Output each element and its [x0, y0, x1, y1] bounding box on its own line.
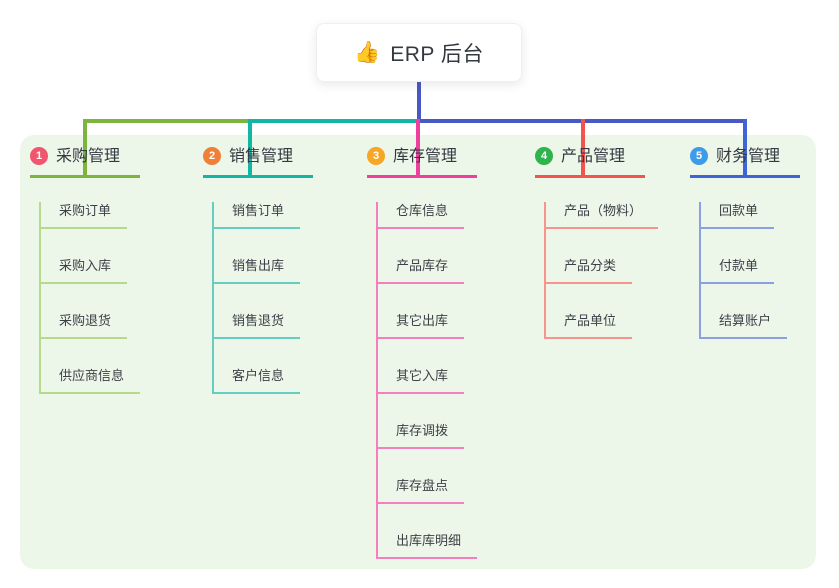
- branch-column-1: 1 采购管理 采购订单 采购入库 采购退货 供应商信息: [30, 146, 141, 394]
- branch-column-4: 4 产品管理 产品（物料） 产品分类 产品单位: [535, 146, 659, 339]
- branch-column-2: 2 销售管理 销售订单 销售出库 销售退货 客户信息: [203, 146, 314, 394]
- branch-children: 仓库信息 产品库存 其它出库 其它入库 库存调拨 库存盘点 出库库明细: [376, 201, 478, 559]
- branch-label: 财务管理: [716, 147, 781, 165]
- child-node[interactable]: 产品（物料）: [546, 202, 659, 229]
- root-title: ERP 后台: [390, 42, 484, 66]
- branch-number-badge: 1: [30, 147, 48, 165]
- thumbs-up-icon: 👍: [354, 41, 381, 64]
- branch-drop-line-2: [248, 119, 252, 176]
- branch-number-badge: 2: [203, 147, 221, 165]
- branch-node[interactable]: 2 销售管理: [203, 147, 314, 178]
- branch-node[interactable]: 1 采购管理: [30, 147, 141, 178]
- child-node[interactable]: 采购订单: [41, 202, 128, 229]
- trunk-segment-left: [83, 119, 252, 123]
- branch-label: 库存管理: [393, 147, 458, 165]
- branch-children: 产品（物料） 产品分类 产品单位: [544, 201, 659, 339]
- branch-node[interactable]: 5 财务管理: [690, 147, 801, 178]
- branch-number-badge: 3: [367, 147, 385, 165]
- trunk-segment-middle: [250, 119, 419, 123]
- child-node[interactable]: 回款单: [701, 202, 775, 229]
- child-node[interactable]: 出库库明细: [378, 532, 478, 559]
- root-node[interactable]: 👍 ERP 后台: [316, 23, 522, 82]
- child-node[interactable]: 仓库信息: [378, 202, 465, 229]
- branch-drop-line-4: [581, 119, 585, 176]
- child-node[interactable]: 库存调拨: [378, 422, 465, 449]
- branch-children: 采购订单 采购入库 采购退货 供应商信息: [39, 201, 141, 394]
- branch-children: 回款单 付款单 结算账户: [699, 201, 788, 339]
- branch-label: 采购管理: [56, 147, 121, 165]
- child-node[interactable]: 产品库存: [378, 257, 465, 284]
- branch-node[interactable]: 3 库存管理: [367, 147, 478, 178]
- branch-label: 销售管理: [229, 147, 294, 165]
- child-node[interactable]: 产品单位: [546, 312, 633, 339]
- child-node[interactable]: 结算账户: [701, 312, 788, 339]
- branch-number-badge: 4: [535, 147, 553, 165]
- child-node[interactable]: 付款单: [701, 257, 775, 284]
- child-node[interactable]: 供应商信息: [41, 367, 141, 394]
- child-node[interactable]: 采购退货: [41, 312, 128, 339]
- branch-column-3: 3 库存管理 仓库信息 产品库存 其它出库 其它入库 库存调拨 库存盘点 出库库…: [367, 146, 478, 559]
- child-node[interactable]: 销售退货: [214, 312, 301, 339]
- child-node[interactable]: 库存盘点: [378, 477, 465, 504]
- child-node[interactable]: 采购入库: [41, 257, 128, 284]
- branch-children: 销售订单 销售出库 销售退货 客户信息: [212, 201, 301, 394]
- branch-drop-line-5: [743, 119, 747, 176]
- child-node[interactable]: 销售订单: [214, 202, 301, 229]
- branch-number-badge: 5: [690, 147, 708, 165]
- child-node[interactable]: 其它出库: [378, 312, 465, 339]
- child-node[interactable]: 其它入库: [378, 367, 465, 394]
- branches-panel: [20, 135, 816, 569]
- branch-drop-line-3: [416, 119, 420, 176]
- branch-label: 产品管理: [561, 147, 626, 165]
- child-node[interactable]: 客户信息: [214, 367, 301, 394]
- branch-column-5: 5 财务管理 回款单 付款单 结算账户: [690, 146, 801, 339]
- child-node[interactable]: 产品分类: [546, 257, 633, 284]
- branch-node[interactable]: 4 产品管理: [535, 147, 646, 178]
- root-drop-line: [417, 82, 421, 123]
- child-node[interactable]: 销售出库: [214, 257, 301, 284]
- branch-drop-line-1: [83, 119, 87, 176]
